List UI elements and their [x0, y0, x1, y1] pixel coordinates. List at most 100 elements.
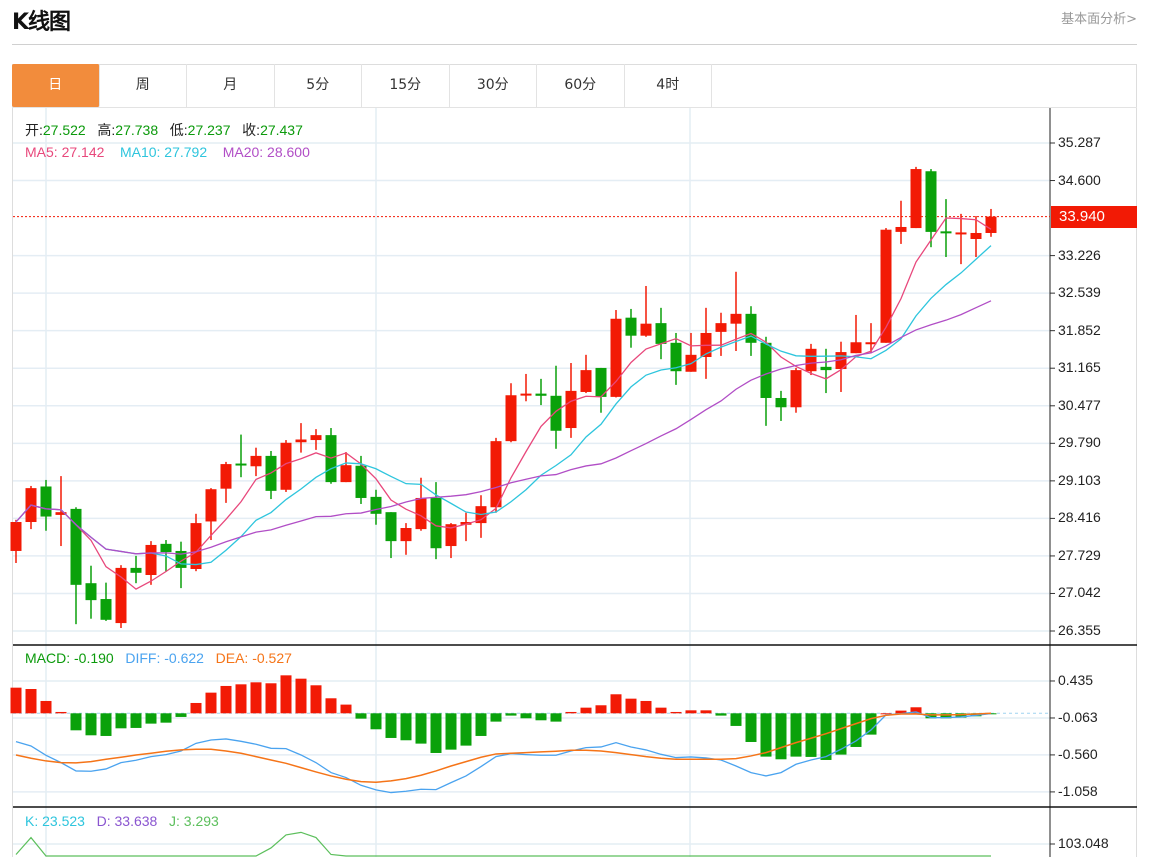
candle-up: [610, 318, 622, 397]
candle-down: [130, 567, 142, 573]
candle-up: [565, 390, 577, 429]
macd-bar: [40, 700, 52, 714]
macd-bar: [670, 711, 682, 714]
macd-bar: [775, 713, 787, 760]
divider: [12, 44, 1137, 45]
macd-bar: [175, 713, 187, 717]
candle-down: [40, 486, 52, 517]
macd-bar: [535, 713, 547, 721]
macd-axis-label: -1.058: [1058, 782, 1098, 799]
price-axis-label: 29.103: [1058, 471, 1101, 488]
macd-bar: [640, 700, 652, 714]
price-axis-label: 32.539: [1058, 284, 1101, 301]
macd-bar: [250, 682, 262, 714]
candle-up: [580, 370, 592, 392]
macd-bar: [835, 713, 847, 755]
macd-bar: [400, 713, 412, 741]
macd-bar: [700, 710, 712, 714]
macd-bar: [490, 713, 502, 722]
last-price-tag: 33.940: [1051, 206, 1137, 228]
candle-down: [760, 342, 772, 398]
macd-bar: [580, 707, 592, 714]
candle-up: [835, 352, 847, 370]
tab-4hour[interactable]: 4时: [625, 64, 712, 107]
macd-bar: [925, 713, 937, 719]
macd-bar: [295, 678, 307, 714]
tab-month[interactable]: 月: [187, 64, 275, 107]
macd-bar: [10, 687, 22, 714]
macd-bar: [310, 685, 322, 714]
candle-up: [865, 342, 877, 345]
macd-bar: [160, 713, 172, 723]
dea-value: DEA: -0.527: [215, 650, 292, 666]
macd-bar: [340, 704, 352, 714]
period-tabs: 日 周 月 5分 15分 30分 60分 4时: [12, 64, 1137, 108]
fundamental-analysis-link[interactable]: 基本面分析>: [1061, 12, 1137, 27]
price-axis-label: 35.287: [1058, 134, 1101, 150]
chart-panel: [12, 64, 1137, 857]
candle-down: [655, 323, 667, 344]
page-title: K线图: [12, 10, 71, 35]
macd-bar: [955, 713, 967, 718]
macd-bar: [325, 698, 337, 714]
macd-bar: [865, 713, 877, 735]
candle-up: [145, 544, 157, 575]
price-axis-label: 31.852: [1058, 321, 1101, 338]
candle-up: [190, 523, 202, 569]
candle-down: [430, 497, 442, 549]
tab-15min[interactable]: 15分: [362, 64, 450, 107]
tab-30min[interactable]: 30分: [450, 64, 537, 107]
tab-5min[interactable]: 5分: [275, 64, 362, 107]
macd-bar: [85, 713, 97, 736]
low-value: 27.237: [187, 122, 231, 138]
candle-up: [400, 528, 412, 542]
macd-bar: [910, 707, 922, 714]
price-axis-label: 27.042: [1058, 584, 1101, 601]
candle-up: [415, 497, 427, 530]
macd-bar: [880, 713, 892, 715]
candle-up: [445, 524, 457, 547]
tab-week[interactable]: 周: [100, 64, 187, 107]
k-value: K: 23.523: [25, 813, 85, 829]
candle-down: [370, 496, 382, 514]
macd-bar: [730, 713, 742, 726]
candle-down: [925, 171, 937, 232]
kdj-axis-label: 103.048: [1058, 835, 1109, 851]
macd-axis-label: -0.063: [1058, 708, 1098, 725]
open-label: 开:: [25, 122, 43, 138]
macd-bar: [355, 713, 367, 719]
candle-up: [205, 489, 217, 522]
candle-down: [595, 367, 607, 397]
j-line: [15, 831, 991, 857]
candle-down: [550, 395, 562, 431]
low-label: 低:: [169, 122, 188, 138]
macd-bar: [205, 692, 217, 714]
macd-bar: [685, 710, 697, 714]
candle-up: [895, 226, 907, 232]
tab-day[interactable]: 日: [12, 64, 100, 107]
tab-60min[interactable]: 60分: [537, 64, 625, 107]
ma10-value: MA10: 27.792: [119, 144, 208, 160]
candle-down: [745, 313, 757, 343]
d-value: D: 33.638: [96, 813, 158, 829]
macd-axis-label: 0.435: [1058, 671, 1094, 688]
macd-bar: [790, 713, 802, 757]
candle-up: [520, 393, 532, 396]
macd-bar: [595, 705, 607, 714]
candle-down: [175, 550, 187, 568]
candle-up: [295, 439, 307, 443]
candle-up: [715, 323, 727, 332]
candle-up: [220, 464, 232, 489]
candle-down: [670, 342, 682, 372]
candle-up: [730, 313, 742, 324]
price-axis-label: 30.477: [1058, 396, 1101, 413]
candle-down: [160, 543, 172, 553]
macd-bar: [415, 713, 427, 744]
price-axis-label: 31.165: [1058, 359, 1101, 376]
macd-axis-label: -0.560: [1058, 745, 1098, 762]
candle-up: [910, 169, 922, 229]
macd-bar: [565, 711, 577, 714]
candle-down: [940, 231, 952, 234]
open-value: 27.522: [42, 122, 86, 138]
